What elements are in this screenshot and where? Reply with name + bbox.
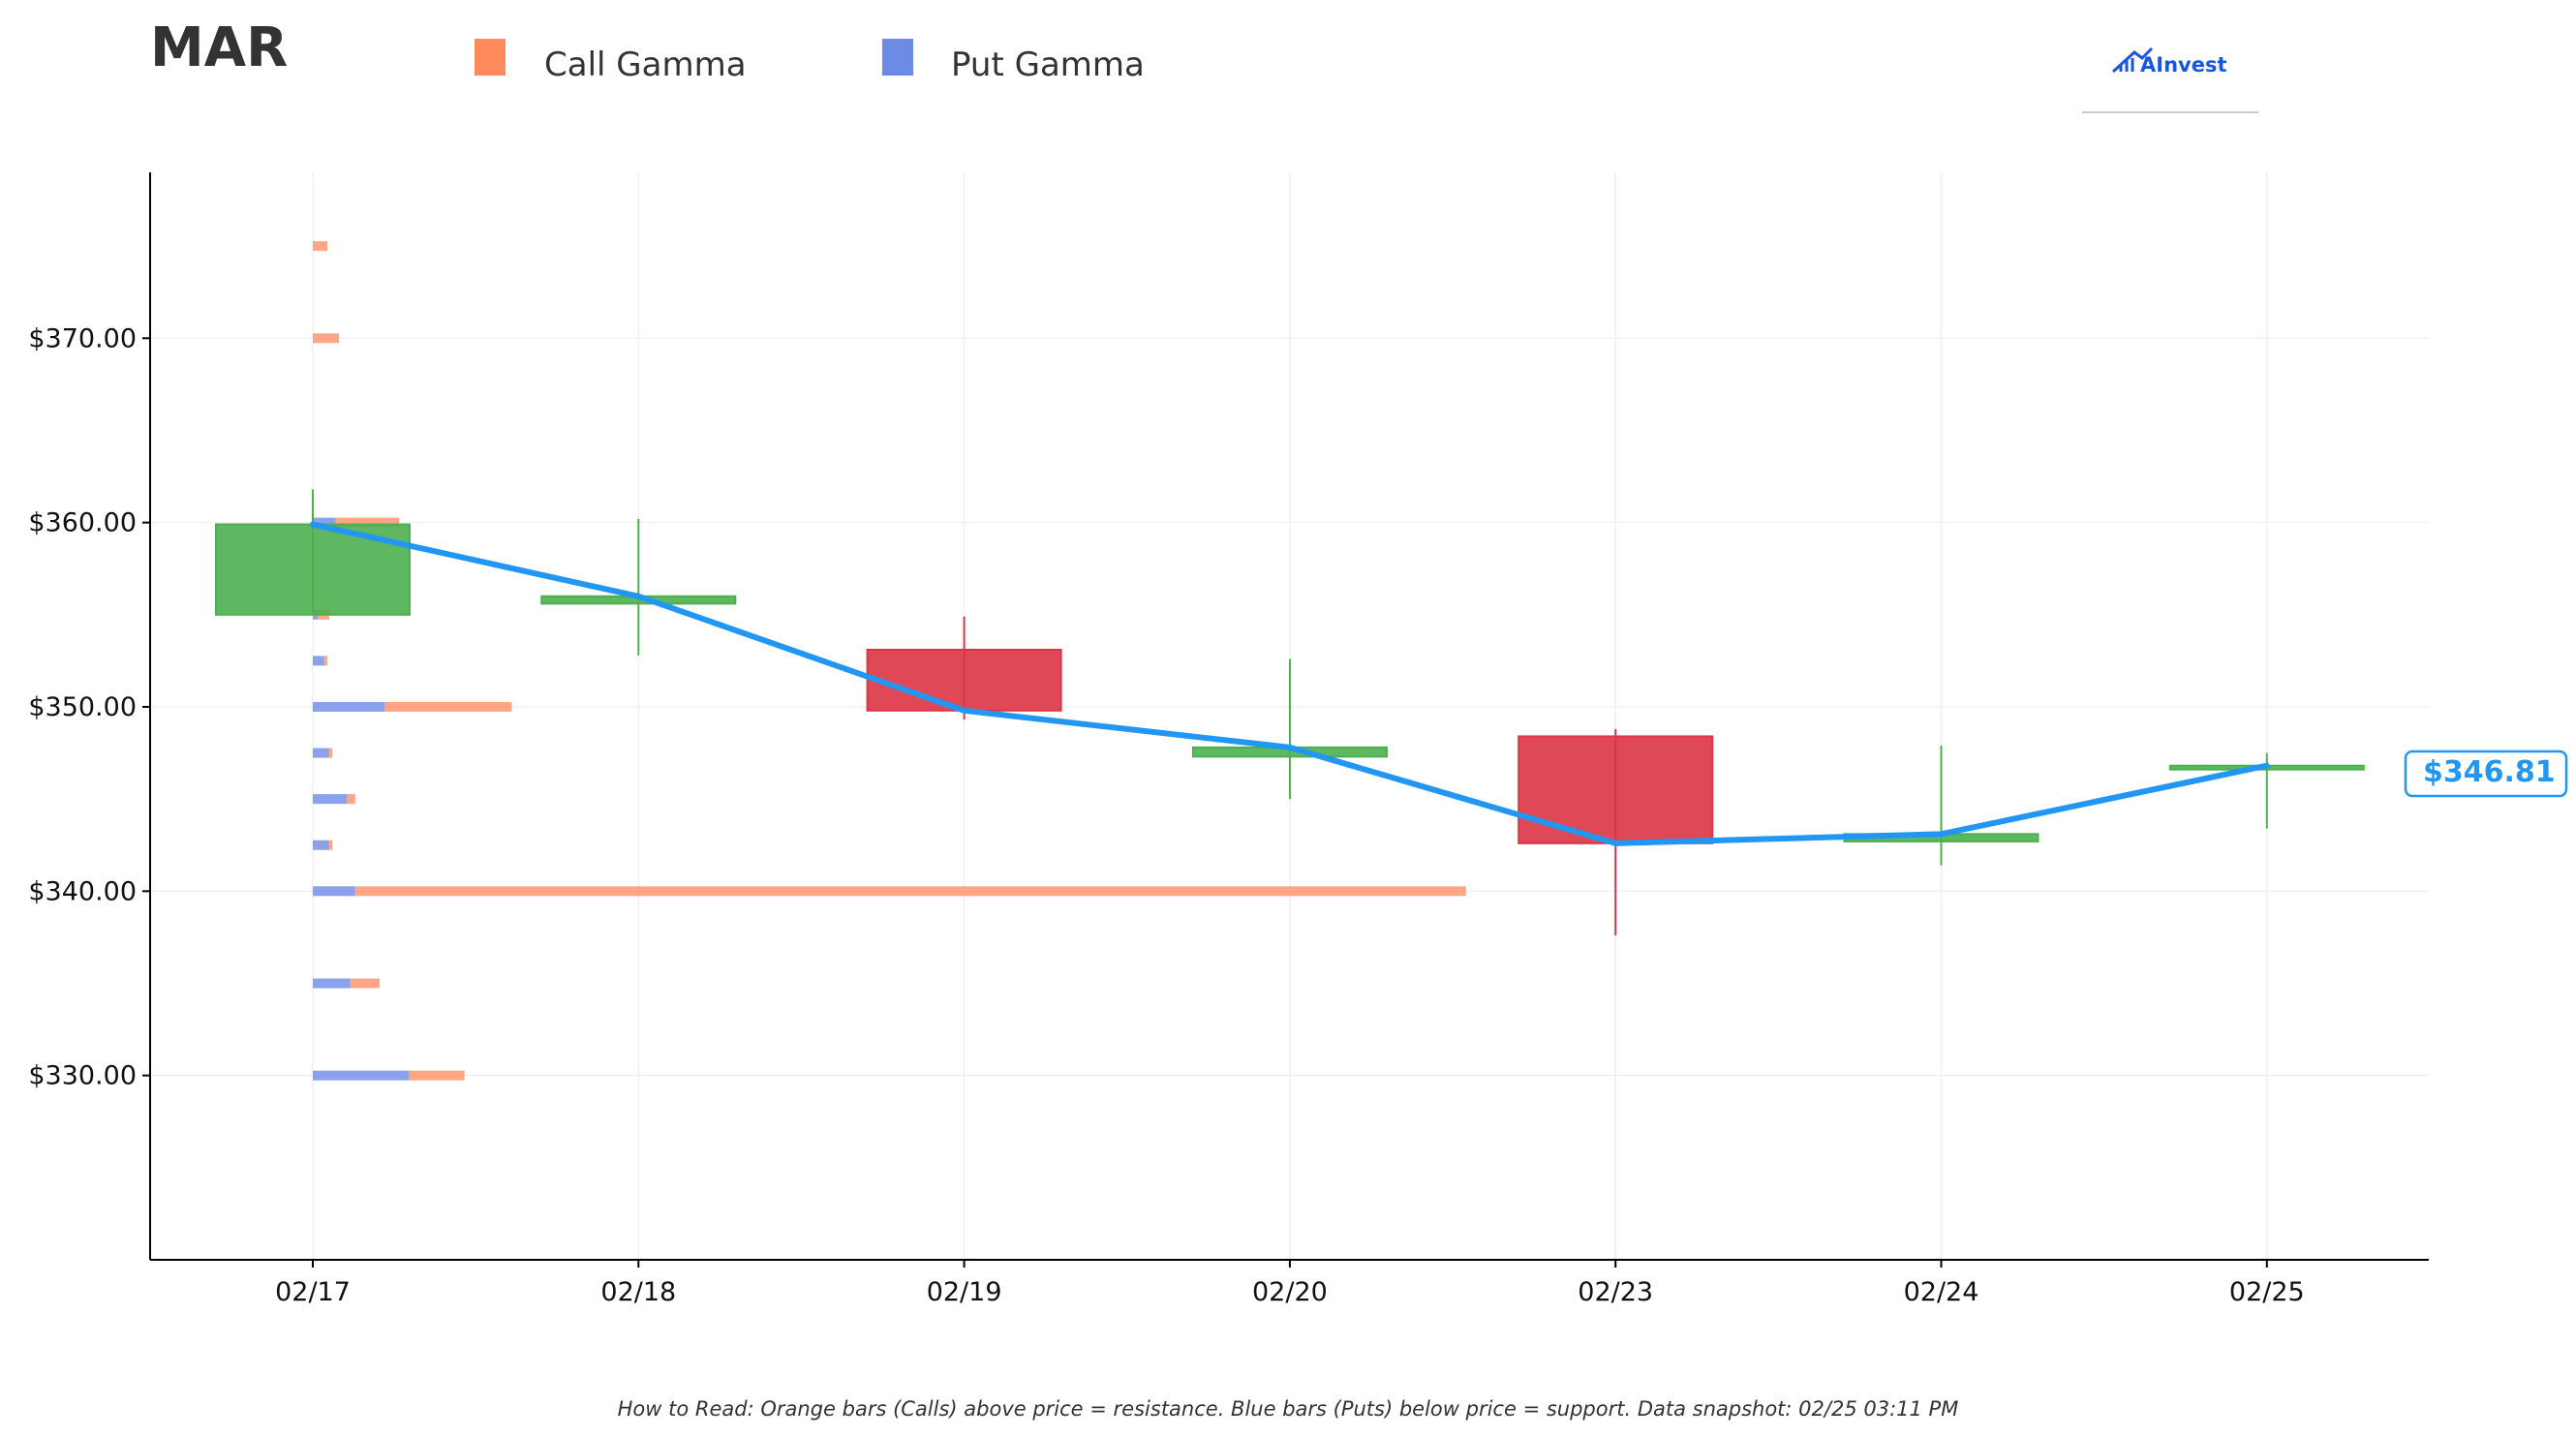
put-gamma-bar — [313, 701, 385, 712]
how-to-read-note: How to Read: Orange bars (Calls) above p… — [618, 1397, 1959, 1421]
call-gamma-bar — [347, 794, 355, 805]
last-price-tag: $346.81 — [2404, 749, 2568, 798]
x-tick-label: 02/17 — [275, 1277, 351, 1307]
put-gamma-bar — [313, 840, 329, 850]
call-gamma-bar — [354, 886, 1466, 897]
call-gamma-legend-label: Call Gamma — [544, 46, 747, 84]
ticker-title: MAR — [150, 16, 288, 79]
put-gamma-legend-label: Put Gamma — [951, 46, 1145, 84]
y-tick-label: $340.00 — [28, 876, 137, 906]
ainvest-logo-text: AInvest — [2140, 53, 2227, 76]
last-price-tag-text: $346.81 — [2423, 755, 2556, 789]
x-tick-label: 02/20 — [1252, 1277, 1328, 1307]
y-tick-label: $330.00 — [28, 1061, 137, 1091]
axes: $330.00 $340.00 $350.00 $360.00 $370.00 02/17… — [28, 172, 2429, 1307]
put-gamma-bar — [313, 656, 324, 666]
y-tick-label: $350.00 — [28, 692, 137, 722]
ainvest-logo: AInvest — [2082, 46, 2258, 113]
x-tick-label: 02/25 — [2229, 1277, 2305, 1307]
candle-body — [1518, 735, 1714, 844]
gamma-bars — [313, 241, 1466, 1081]
last-price-tag-box — [2404, 749, 2568, 798]
candle-body — [866, 648, 1062, 712]
call-gamma-bar — [328, 840, 333, 850]
price-line — [310, 521, 2270, 846]
call-gamma-bar — [313, 241, 328, 252]
legend: Call Gamma Put Gamma — [475, 39, 1145, 84]
call-gamma-bar — [335, 517, 400, 528]
x-tick-label: 02/23 — [1578, 1277, 1653, 1307]
price-line-layer — [310, 521, 2270, 846]
put-gamma-bar — [313, 1070, 410, 1081]
put-gamma-bar — [313, 517, 336, 528]
call-gamma-bar — [409, 1070, 465, 1081]
call-gamma-bar — [313, 333, 339, 344]
call-gamma-bar — [350, 978, 381, 989]
ainvest-logo-icon — [2111, 46, 2154, 74]
call-gamma-bar — [384, 701, 512, 712]
put-gamma-legend-swatch — [882, 39, 913, 76]
put-gamma-bar — [313, 794, 348, 805]
call-gamma-bar — [323, 656, 328, 666]
put-gamma-bar — [313, 886, 355, 897]
call-gamma-bar — [328, 748, 333, 758]
y-tick-label: $370.00 — [28, 323, 137, 353]
put-gamma-bar — [313, 978, 351, 989]
x-tick-label: 02/19 — [927, 1277, 1002, 1307]
y-tick-label: $360.00 — [28, 508, 137, 538]
call-gamma-legend-swatch — [475, 39, 506, 76]
x-tick-label: 02/24 — [1904, 1277, 1979, 1307]
x-tick-label: 02/18 — [600, 1277, 676, 1307]
put-gamma-bar — [313, 748, 329, 758]
